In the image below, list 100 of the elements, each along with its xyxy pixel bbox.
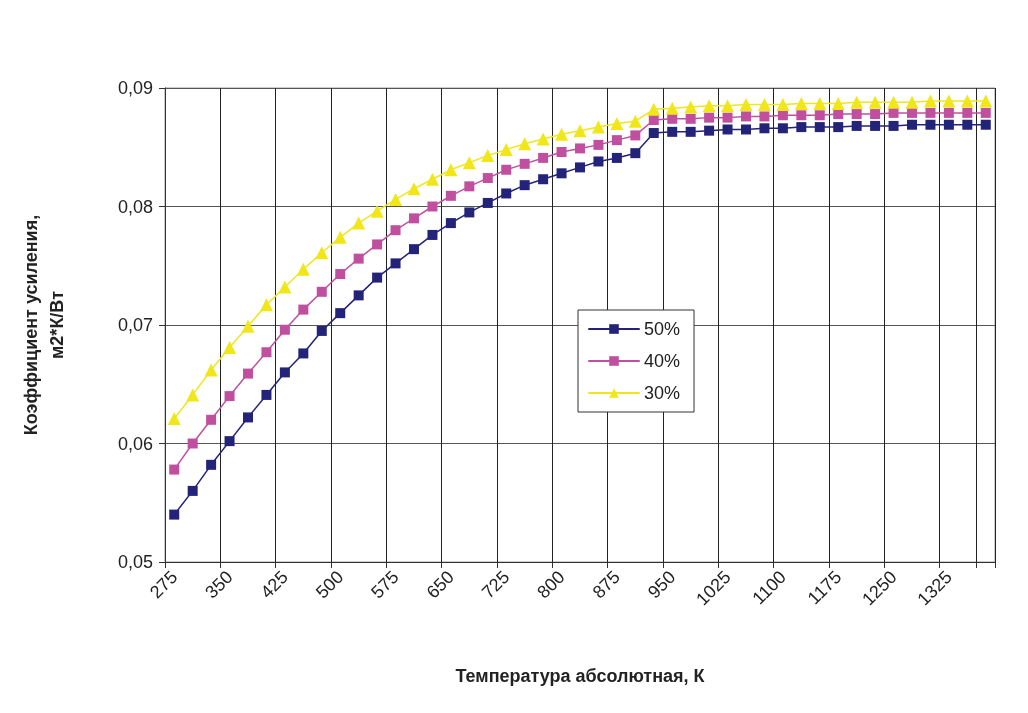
point: [923, 94, 937, 108]
y-axis-title: Коэффициент усиления, м2*К/Вт: [21, 214, 67, 436]
point: [261, 389, 272, 400]
point: [850, 95, 864, 109]
point: [814, 122, 825, 133]
point: [851, 109, 862, 120]
point: [298, 348, 309, 359]
point: [813, 96, 827, 110]
point: [611, 135, 622, 146]
legend-label: 40%: [644, 351, 681, 371]
x-tick-label: 950: [643, 566, 680, 603]
point: [464, 181, 475, 192]
point: [888, 120, 899, 131]
point: [501, 188, 512, 199]
x-axis-title: Температура абсолютная, К: [455, 666, 706, 686]
point: [538, 174, 549, 185]
point: [851, 120, 862, 131]
point: [501, 164, 512, 175]
point: [296, 262, 310, 276]
x-tick-label: 350: [201, 566, 237, 603]
point: [206, 459, 217, 470]
point: [980, 107, 991, 118]
x-tick-label: 875: [588, 566, 624, 603]
point: [279, 367, 290, 378]
point: [186, 388, 200, 402]
y-tick-label: 0,05: [117, 552, 153, 572]
point: [630, 130, 641, 141]
point: [169, 509, 180, 520]
point: [870, 120, 881, 131]
point: [353, 253, 364, 264]
point: [409, 213, 419, 224]
point: [907, 119, 917, 130]
point: [887, 95, 901, 109]
y-tick-label: 0,08: [117, 196, 153, 217]
point: [556, 168, 567, 179]
point: [796, 110, 807, 121]
point: [425, 172, 439, 186]
point: [316, 286, 327, 297]
point: [372, 239, 383, 250]
point: [593, 139, 604, 150]
point: [684, 100, 698, 114]
point: [536, 132, 550, 146]
point: [665, 101, 679, 115]
y-tick-label: 0,06: [117, 433, 153, 454]
point: [907, 107, 917, 118]
x-tick-label: 425: [256, 566, 292, 603]
point: [960, 94, 974, 108]
point: [482, 173, 493, 184]
point: [925, 107, 936, 118]
point: [556, 146, 567, 157]
point: [316, 325, 327, 336]
point: [206, 414, 217, 425]
point: [499, 143, 513, 157]
point: [224, 436, 235, 447]
point: [962, 107, 973, 118]
point: [409, 244, 419, 255]
point: [482, 197, 493, 208]
point: [591, 120, 605, 134]
point: [538, 152, 549, 163]
point: [445, 190, 456, 201]
point: [407, 182, 421, 196]
point: [776, 98, 790, 112]
point: [943, 107, 954, 118]
point: [722, 124, 733, 135]
point: [943, 119, 954, 130]
point: [704, 125, 715, 136]
point: [721, 99, 735, 113]
point: [223, 341, 237, 355]
point: [518, 137, 532, 151]
point: [630, 148, 641, 159]
point: [390, 225, 401, 236]
point: [741, 111, 751, 122]
point: [905, 95, 919, 109]
point: [427, 229, 438, 240]
point: [593, 156, 604, 167]
point: [315, 246, 329, 260]
point: [777, 123, 788, 134]
point: [335, 308, 346, 319]
point: [243, 412, 253, 423]
y-tick-label: 0,07: [117, 315, 153, 335]
point: [333, 230, 347, 244]
point: [575, 162, 585, 173]
point: [722, 112, 733, 123]
point: [481, 149, 495, 163]
point: [278, 280, 292, 294]
point: [702, 99, 716, 113]
point: [259, 298, 273, 312]
point: [573, 124, 587, 138]
point: [796, 122, 807, 133]
point: [187, 438, 198, 449]
point: [555, 127, 569, 141]
x-tick-label: 500: [311, 566, 348, 603]
point: [169, 464, 180, 475]
legend-label: 30%: [644, 383, 681, 403]
point: [204, 363, 218, 377]
point: [979, 94, 993, 108]
point: [372, 272, 383, 283]
x-tick-label: 650: [422, 566, 458, 603]
point: [224, 391, 235, 402]
point: [243, 368, 253, 379]
